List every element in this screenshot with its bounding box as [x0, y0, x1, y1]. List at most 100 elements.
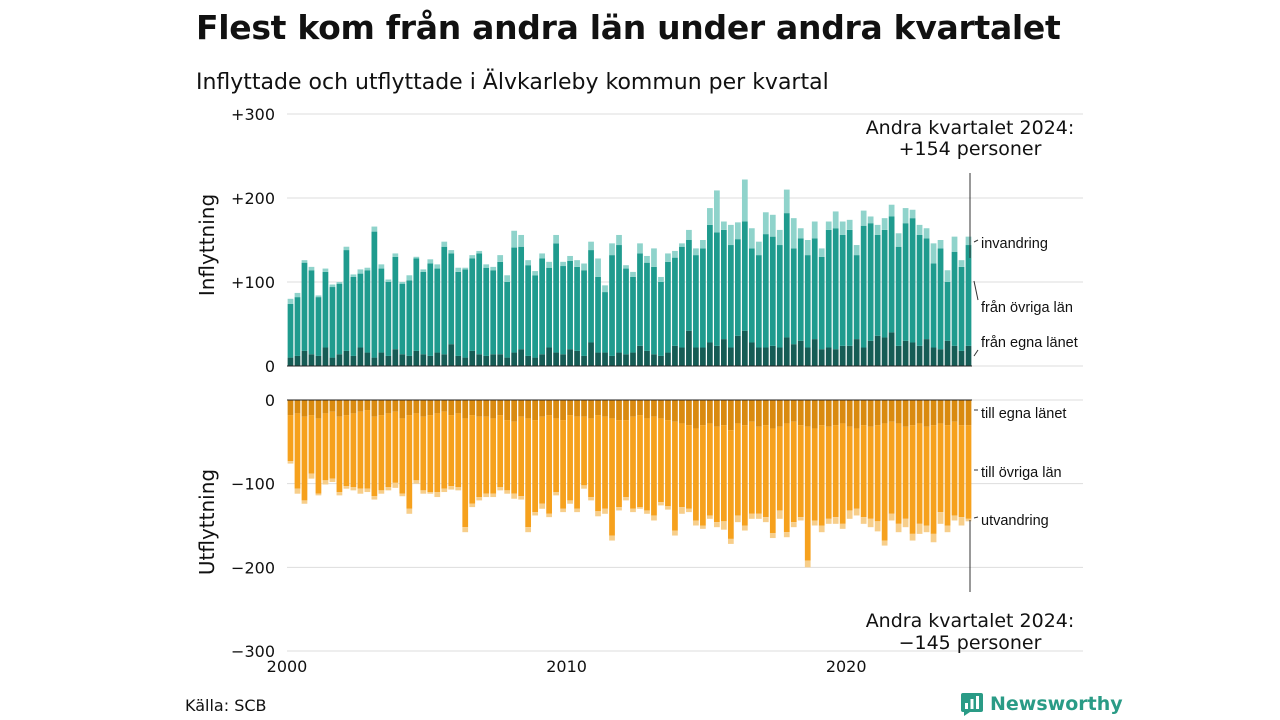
bar-segment — [916, 423, 923, 524]
bar-segment — [637, 345, 643, 366]
bar-segment — [308, 354, 315, 366]
bar-segment — [609, 400, 615, 419]
bar-segment — [588, 342, 594, 366]
bar-segment — [623, 497, 629, 501]
bar-segment — [462, 527, 469, 533]
bar-segment — [909, 400, 916, 426]
bar-segment — [623, 354, 629, 366]
bar-segment — [874, 521, 881, 532]
bar-segment — [944, 525, 951, 533]
bar-segment — [693, 347, 699, 366]
bar-segment — [644, 255, 650, 263]
bar-segment — [294, 413, 301, 489]
bar-segment — [923, 525, 930, 533]
bar-segment — [874, 335, 881, 366]
bar-segment — [769, 214, 776, 237]
x-tick-label: 2010 — [546, 657, 587, 676]
bar-segment — [693, 520, 699, 526]
bar-segment — [839, 423, 846, 524]
bar-segment — [930, 347, 937, 366]
bar-segment — [371, 416, 378, 497]
bar-segment — [923, 400, 930, 427]
bar-segment — [951, 236, 958, 252]
bar-segment — [371, 226, 378, 232]
bar-segment — [385, 279, 392, 282]
y-tick-label: −200 — [231, 558, 275, 577]
bar-segment — [518, 416, 525, 497]
bar-segment — [944, 270, 951, 282]
bar-segment — [839, 345, 846, 366]
bar-segment — [811, 520, 818, 526]
bar-segment — [560, 400, 566, 421]
bar-segment — [916, 523, 923, 534]
bar-segment — [364, 352, 371, 366]
bar-segment — [734, 335, 741, 366]
bar-segment — [462, 418, 469, 528]
bar-segment — [644, 418, 650, 511]
bar-segment — [476, 354, 483, 366]
bar-segment — [651, 400, 657, 417]
bar-segment — [672, 345, 678, 366]
bar-segment — [755, 255, 762, 348]
y-tick-label: −300 — [231, 642, 275, 661]
bar-segment — [609, 243, 615, 256]
bar-segment — [511, 247, 518, 353]
bar-segment — [602, 352, 608, 366]
bar-segment — [644, 350, 650, 366]
bar-segment — [294, 297, 301, 356]
bar-segment — [881, 400, 888, 424]
bar-segment — [727, 245, 734, 348]
bar-segment — [797, 517, 804, 521]
bar-segment — [714, 426, 720, 523]
bar-segment — [888, 513, 895, 521]
bar-segment — [301, 500, 308, 504]
bar-segment — [930, 533, 937, 543]
bar-segment — [693, 400, 699, 429]
bar-segment — [413, 258, 420, 351]
bar-segment — [686, 229, 692, 240]
bar-segment — [874, 425, 881, 522]
bar-segment — [714, 522, 720, 528]
bar-segment — [539, 253, 545, 259]
bar-segment — [721, 221, 727, 230]
bar-segment — [294, 355, 301, 366]
bar-segment — [588, 497, 594, 501]
chart-title: Flest kom från andra län under andra kva… — [196, 8, 1061, 47]
series-label: till övriga län — [981, 465, 1062, 481]
bar-segment — [909, 209, 916, 219]
bar-segment — [762, 400, 769, 426]
bar-segment — [846, 400, 853, 427]
bar-segment — [329, 400, 336, 412]
bar-segment — [406, 355, 413, 366]
bar-segment — [497, 255, 504, 262]
bar-segment — [651, 416, 657, 516]
bar-segment — [665, 352, 671, 366]
bar-segment — [385, 413, 392, 488]
bar-segment — [497, 415, 504, 488]
bar-segment — [308, 415, 315, 474]
bar-segment — [790, 248, 797, 345]
bar-segment — [420, 400, 427, 417]
bar-segment — [958, 425, 965, 518]
bar-segment — [581, 485, 587, 489]
bar-segment — [881, 423, 888, 541]
bar-segment — [371, 357, 378, 366]
bar-segment — [623, 265, 629, 269]
bar-segment — [455, 400, 462, 414]
bar-segment — [315, 297, 322, 356]
bar-segment — [336, 354, 343, 366]
bar-segment — [762, 212, 769, 235]
bar-segment — [301, 262, 308, 351]
bar-segment — [658, 502, 664, 506]
bar-segment — [902, 208, 909, 224]
bar-segment — [944, 282, 951, 341]
bar-segment — [846, 510, 853, 519]
bar-segment — [315, 355, 322, 366]
bar-segment — [700, 248, 706, 348]
bar-segment — [965, 345, 972, 366]
series-label: till egna länet — [981, 406, 1066, 422]
bar-segment — [755, 426, 762, 514]
bar-segment — [623, 400, 629, 421]
bar-segment — [686, 508, 692, 513]
bar-segment — [441, 400, 448, 412]
